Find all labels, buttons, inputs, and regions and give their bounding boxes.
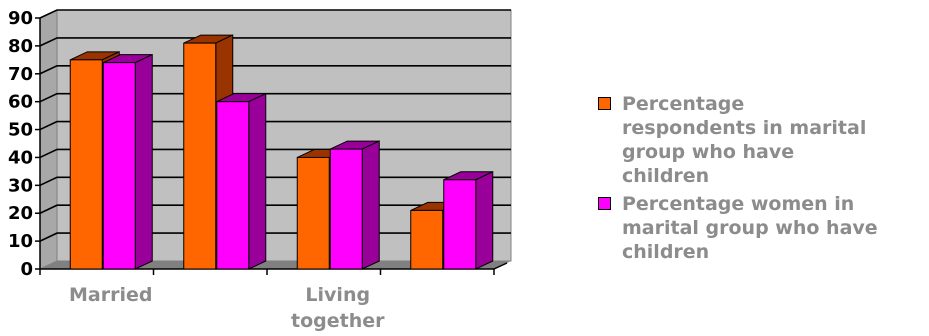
- floor: [40, 261, 511, 269]
- gridline: [39, 9, 511, 19]
- x-axis-end: [493, 262, 508, 270]
- bar-front: [69, 59, 103, 270]
- legend-swatch-women: [598, 197, 611, 210]
- y-tick-label: 60: [8, 92, 33, 113]
- legend-label-respondents: Percentage respondents in marital group wh…: [622, 93, 867, 187]
- bar-side: [248, 92, 267, 270]
- bar-front: [329, 148, 363, 270]
- y-tick-label: 20: [8, 203, 33, 224]
- bar-front: [296, 156, 330, 270]
- x-tick-label-line: Living: [305, 284, 370, 306]
- y-tick-label: 0: [20, 259, 33, 280]
- bar-front: [216, 101, 250, 270]
- bar: [443, 170, 494, 270]
- x-tick-label-line: Married: [69, 284, 152, 306]
- x-tick-label: Living together: [291, 284, 385, 332]
- bar-front: [183, 42, 217, 270]
- x-tick-label-line: together: [291, 310, 385, 332]
- legend-item-women: Percentage women in marital group who hav…: [598, 192, 928, 264]
- bar-front: [443, 179, 477, 270]
- y-tick-label: 10: [8, 231, 33, 252]
- y-tick-label: 70: [8, 64, 33, 85]
- y-tick-label: 80: [8, 36, 33, 57]
- legend-label-women: Percentage women in marital group who hav…: [622, 193, 878, 263]
- bar-side: [475, 170, 494, 270]
- bar: [329, 140, 380, 270]
- bar-side: [361, 140, 380, 270]
- bars: [69, 34, 494, 270]
- gridline: [39, 64, 511, 75]
- bar: [216, 92, 267, 270]
- side-wall: [39, 9, 58, 270]
- legend-item-respondents: Percentage respondents in marital group wh…: [598, 92, 928, 188]
- x-tick-label: Married: [69, 284, 152, 306]
- gridline: [39, 37, 511, 47]
- legend-swatch-respondents: [598, 97, 611, 110]
- gridline: [39, 120, 511, 131]
- y-tick-label: 30: [8, 175, 33, 196]
- bar-front: [102, 62, 136, 270]
- gridline: [39, 92, 511, 103]
- y-tick-label: 50: [8, 120, 33, 141]
- x-axis: Married Living together: [39, 269, 495, 332]
- bar: [102, 53, 153, 270]
- y-tick-label: 90: [8, 8, 33, 29]
- y-axis: 0 10 20 30 40 50 60 70 80 90: [8, 8, 508, 280]
- bar-front: [410, 209, 444, 270]
- y-tick-label: 40: [8, 147, 33, 168]
- bar-side: [134, 53, 153, 270]
- legend: Percentage respondents in marital group wh…: [598, 92, 928, 268]
